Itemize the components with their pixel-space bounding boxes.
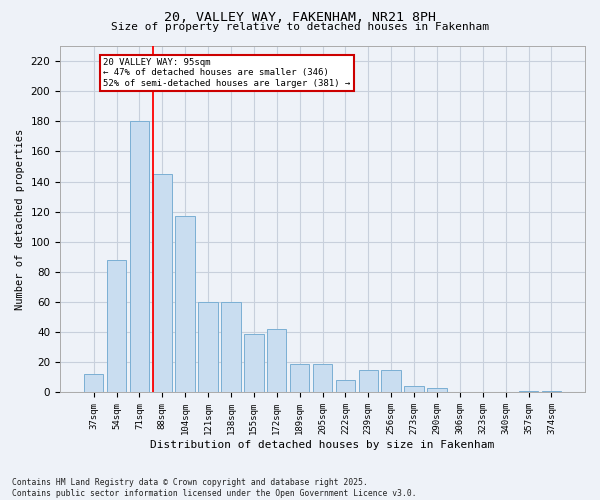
Text: Size of property relative to detached houses in Fakenham: Size of property relative to detached ho… <box>111 22 489 32</box>
Bar <box>152 174 172 392</box>
Bar <box>404 386 424 392</box>
Bar <box>107 260 126 392</box>
Bar <box>427 388 446 392</box>
Text: 20, VALLEY WAY, FAKENHAM, NR21 8PH: 20, VALLEY WAY, FAKENHAM, NR21 8PH <box>164 11 436 24</box>
X-axis label: Distribution of detached houses by size in Fakenham: Distribution of detached houses by size … <box>151 440 494 450</box>
Bar <box>130 122 149 392</box>
Y-axis label: Number of detached properties: Number of detached properties <box>15 128 25 310</box>
Bar <box>267 329 286 392</box>
Text: 20 VALLEY WAY: 95sqm
← 47% of detached houses are smaller (346)
52% of semi-deta: 20 VALLEY WAY: 95sqm ← 47% of detached h… <box>103 58 350 88</box>
Bar <box>244 334 263 392</box>
Text: Contains HM Land Registry data © Crown copyright and database right 2025.
Contai: Contains HM Land Registry data © Crown c… <box>12 478 416 498</box>
Bar <box>542 391 561 392</box>
Bar <box>382 370 401 392</box>
Bar <box>199 302 218 392</box>
Bar <box>84 374 103 392</box>
Bar <box>290 364 310 392</box>
Bar <box>313 364 332 392</box>
Bar <box>335 380 355 392</box>
Bar <box>519 391 538 392</box>
Bar <box>359 370 378 392</box>
Bar <box>221 302 241 392</box>
Bar <box>175 216 195 392</box>
